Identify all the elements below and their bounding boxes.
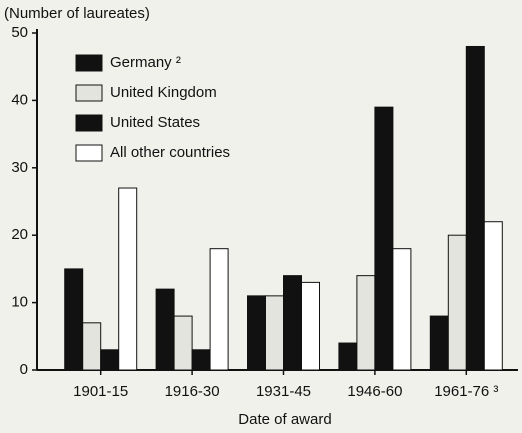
bar: [374, 106, 394, 371]
legend-label: United Kingdom: [110, 84, 217, 101]
bar: [392, 248, 412, 371]
x-tick-label: 1901-15: [73, 383, 128, 400]
y-tick-label: 10: [11, 294, 28, 311]
y-tick-label: 0: [20, 361, 28, 378]
bar: [356, 275, 376, 371]
bar: [429, 315, 449, 371]
x-axis-label: Date of award: [238, 411, 331, 428]
y-tick-label: 50: [11, 24, 28, 41]
bar: [82, 322, 102, 371]
legend-label: All other countries: [110, 144, 230, 161]
bar: [301, 281, 320, 371]
bar: [209, 248, 229, 371]
legend-swatch: [75, 144, 103, 162]
x-tick-label: 1961-76 ³: [434, 383, 498, 400]
y-tick-label: 40: [11, 91, 28, 108]
legend-label: United States: [110, 114, 200, 131]
x-tick-label: 1931-45: [256, 383, 311, 400]
x-tick-label: 1946-60: [347, 383, 402, 400]
legend-swatch: [75, 54, 103, 72]
legend-label: Germany ²: [110, 54, 181, 71]
bar: [447, 234, 467, 371]
x-tick-label: 1916-30: [165, 383, 220, 400]
legend-swatch: [75, 114, 103, 132]
bar: [64, 268, 84, 371]
bar: [247, 295, 266, 371]
bar: [338, 342, 358, 371]
y-axis-label: (Number of laureates): [4, 5, 150, 22]
y-tick-label: 30: [11, 159, 28, 176]
legend-swatch: [75, 84, 103, 102]
bar: [283, 275, 302, 371]
bar: [100, 349, 120, 371]
bar: [483, 221, 503, 371]
bar: [118, 187, 138, 371]
y-tick-label: 20: [11, 226, 28, 243]
bar: [191, 349, 211, 371]
bar: [465, 45, 485, 371]
bar: [155, 288, 175, 371]
bar: [265, 295, 284, 371]
bar: [173, 315, 193, 371]
